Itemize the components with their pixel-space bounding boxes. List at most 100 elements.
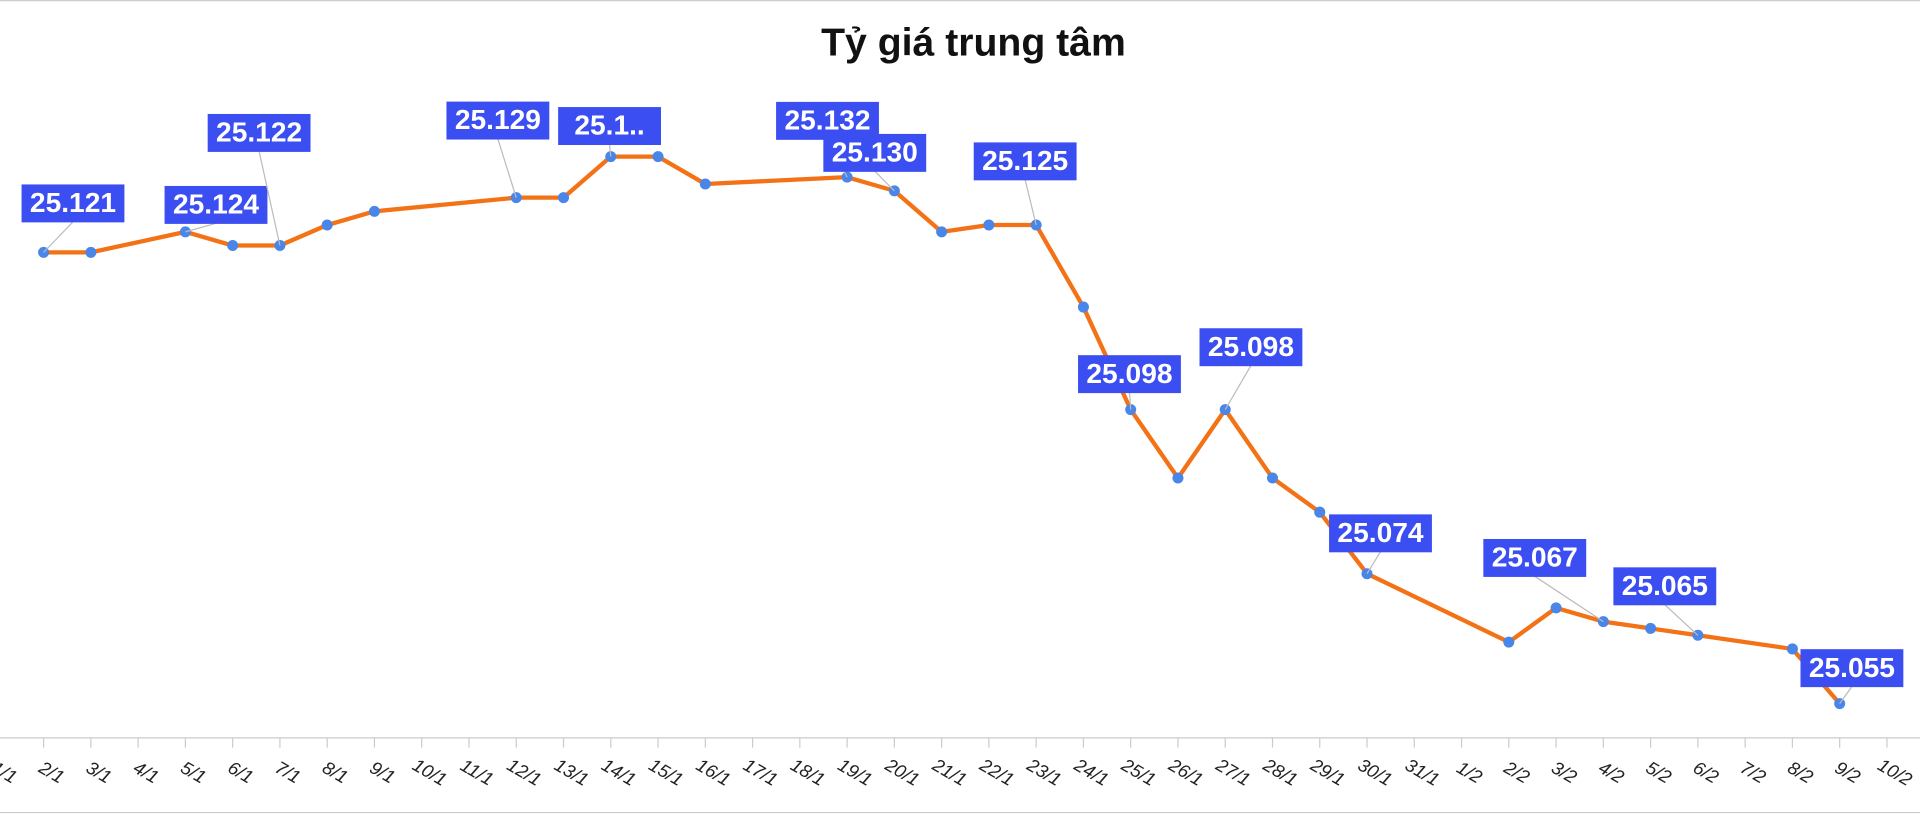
label-box (823, 133, 927, 172)
chart-title: Tỷ giá trung tâm (821, 22, 1126, 65)
point (652, 151, 664, 163)
x-tick-label: 4/2 (1595, 756, 1628, 787)
x-tick-label: 9/1 (366, 756, 399, 787)
x-tick-label: 14/1 (598, 754, 639, 790)
point (1314, 506, 1326, 518)
x-tick-label: 1/2 (1453, 756, 1486, 787)
label-box (973, 142, 1077, 181)
leader-line (185, 222, 217, 233)
line-segment (1601, 619, 1653, 631)
point (983, 219, 995, 231)
value-label: 25.065 (1622, 570, 1708, 601)
line-segment (844, 175, 897, 193)
x-tick-label: 4/1 (130, 756, 163, 787)
x-tick-label: 2/2 (1500, 756, 1533, 787)
point (1030, 219, 1042, 231)
point (1219, 404, 1231, 416)
point (1550, 602, 1562, 614)
x-tick-label: 16/1 (693, 754, 734, 790)
x-tick-label: 7/1 (272, 756, 305, 787)
x-tick-label: 3/1 (83, 756, 116, 787)
leader-line (1839, 686, 1853, 704)
point (321, 219, 333, 231)
point (1172, 472, 1184, 484)
leader-line (1366, 551, 1382, 575)
line-segment (1364, 571, 1511, 645)
x-tick-label: 18/1 (787, 754, 828, 790)
leader-line (1534, 575, 1604, 623)
point (85, 246, 97, 258)
leader-line (43, 221, 74, 253)
label-box (1329, 514, 1432, 553)
value-label: 25.130 (832, 137, 918, 168)
line-segment (183, 229, 235, 248)
leader-line (608, 144, 612, 157)
x-tick-label: 20/1 (881, 753, 923, 790)
point (1786, 643, 1798, 655)
line-segment (892, 188, 944, 234)
point (227, 240, 239, 252)
line-segment (1506, 605, 1559, 645)
line-segment (1175, 407, 1228, 481)
x-tick-label: 8/1 (319, 756, 352, 787)
x-tick-label: 9/2 (1832, 756, 1865, 787)
line-segment (1034, 222, 1086, 310)
x-tick-label: 7/2 (1737, 756, 1770, 787)
x-tick-label: 5/1 (177, 756, 210, 787)
point (558, 192, 570, 204)
line-segment (277, 222, 330, 248)
line-segment (1270, 475, 1322, 515)
x-tick-label: 5/2 (1642, 756, 1675, 787)
x-tick-label: 21/1 (928, 753, 970, 790)
point (936, 226, 948, 238)
label-box (1199, 328, 1303, 367)
line-segment (1648, 626, 1701, 638)
value-label: 25.074 (1337, 517, 1423, 548)
label-box (558, 107, 661, 146)
x-tick-label: 31/1 (1402, 754, 1443, 790)
x-tick-label: 29/1 (1306, 753, 1348, 790)
x-tick-label: 11/1 (457, 754, 497, 789)
x-tick-label: 10/2 (1874, 754, 1915, 790)
label-box (164, 185, 268, 224)
leader-line (1024, 179, 1037, 226)
x-tick-label: 27/1 (1212, 753, 1254, 790)
x-tick-label: 26/1 (1165, 753, 1207, 790)
value-label: 25.124 (173, 189, 259, 220)
leader-line (1128, 392, 1132, 410)
point (1645, 622, 1657, 634)
line-segment (703, 175, 850, 187)
x-tick-label: 8/2 (1784, 756, 1817, 787)
label-box (207, 113, 311, 152)
label-box (776, 101, 879, 140)
leader-line (1224, 365, 1252, 410)
label-box (446, 101, 550, 140)
x-tick-label: 13/1 (551, 754, 592, 790)
line-segment (939, 222, 992, 234)
line-segment (1223, 407, 1275, 481)
leader-line (1664, 604, 1699, 636)
line-segment (561, 154, 613, 200)
x-tick-label: 28/1 (1259, 753, 1301, 790)
x-tick-label: 6/1 (225, 756, 258, 787)
x-tick-label: 6/2 (1690, 756, 1723, 787)
label-box (21, 184, 125, 223)
label-box (1483, 538, 1587, 577)
value-label: 25.098 (1086, 358, 1172, 389)
label-box (1800, 649, 1904, 688)
x-tick-label: 19/1 (835, 754, 876, 790)
x-tick-label: 3/2 (1548, 756, 1581, 787)
line-segment (1553, 605, 1606, 624)
x-tick-label: 22/1 (975, 753, 1017, 790)
value-label: 25.132 (784, 105, 870, 136)
x-tick-label: 17/1 (740, 754, 781, 790)
value-label: 25.098 (1208, 331, 1294, 362)
line-segment (325, 209, 377, 228)
x-tick-label: 15/1 (645, 754, 686, 790)
line-segment (372, 195, 519, 214)
value-label: 25.125 (982, 145, 1068, 176)
leader-line (874, 170, 895, 192)
line-segment (655, 154, 708, 187)
